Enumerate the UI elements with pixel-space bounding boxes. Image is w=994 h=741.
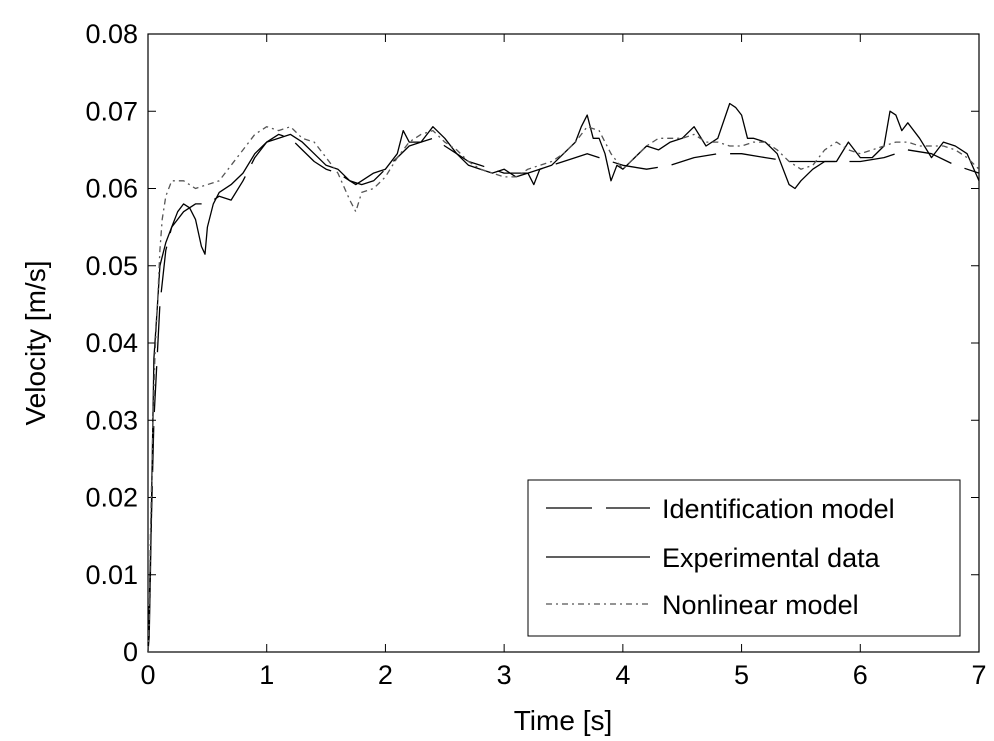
series-layer xyxy=(147,102,980,653)
x-tick-label: 3 xyxy=(497,660,512,690)
x-tick-label: 4 xyxy=(615,660,630,690)
x-tick-label: 6 xyxy=(853,660,868,690)
y-tick-label: 0.07 xyxy=(85,96,138,126)
x-tick-label: 0 xyxy=(140,660,155,690)
legend-label-identification-model: Identification model xyxy=(662,494,895,524)
y-tick-label: 0 xyxy=(123,637,138,667)
y-axis-label: Velocity [m/s] xyxy=(20,261,51,426)
y-tick-label: 0.02 xyxy=(85,483,138,513)
series-line-experimental-data xyxy=(147,102,980,653)
x-tick-label: 7 xyxy=(971,660,986,690)
x-axis-label: Time [s] xyxy=(514,705,613,736)
legend-box xyxy=(527,479,961,637)
y-tick-label: 0.06 xyxy=(85,174,138,204)
y-tick-label: 0.03 xyxy=(85,405,138,435)
y-tick-label: 0.05 xyxy=(85,251,138,281)
legend-label-nonlinear-model: Nonlinear model xyxy=(662,590,859,620)
y-tick-label: 0.01 xyxy=(85,560,138,590)
legend-label-experimental-data: Experimental data xyxy=(662,543,881,573)
y-tick-label: 0.04 xyxy=(85,328,138,358)
y-axis: 0 0.01 0.02 0.03 0.04 0.05 0.06 0.07 0.08 xyxy=(85,19,979,667)
y-tick-label: 0.08 xyxy=(85,19,138,49)
x-tick-label: 1 xyxy=(259,660,274,690)
x-tick-label: 2 xyxy=(378,660,393,690)
x-axis: 0 1 2 3 4 5 6 7 xyxy=(140,34,987,690)
legend: Identification model Experimental data N… xyxy=(527,479,961,637)
x-tick-label: 5 xyxy=(734,660,749,690)
